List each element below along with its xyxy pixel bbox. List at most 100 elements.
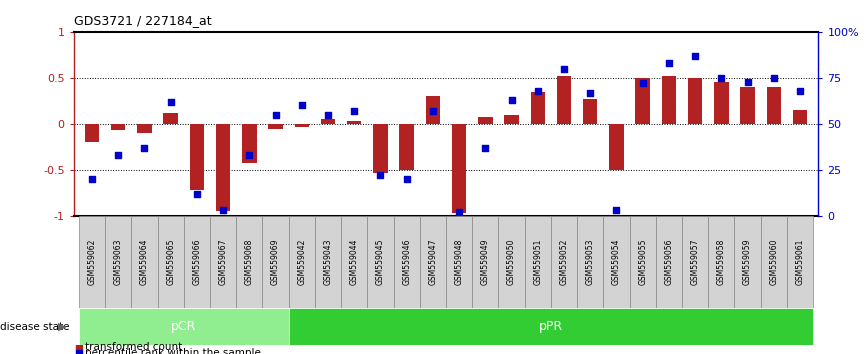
Bar — [656, 216, 682, 308]
Point — [216, 207, 230, 213]
Text: GSM559043: GSM559043 — [324, 239, 333, 285]
Bar — [393, 216, 420, 308]
Point — [347, 108, 361, 114]
Point — [268, 112, 282, 118]
Bar — [111, 124, 126, 130]
Bar — [446, 216, 472, 308]
Bar — [478, 116, 493, 124]
Point — [740, 79, 754, 84]
Bar — [79, 308, 288, 345]
Text: GSM559051: GSM559051 — [533, 239, 542, 285]
Bar — [499, 216, 525, 308]
Point — [714, 75, 728, 81]
Point — [452, 210, 466, 215]
Point — [85, 176, 99, 182]
Text: GSM559059: GSM559059 — [743, 239, 752, 285]
Bar — [210, 216, 236, 308]
Text: GSM559057: GSM559057 — [690, 239, 700, 285]
Text: GSM559058: GSM559058 — [717, 239, 726, 285]
Bar — [420, 216, 446, 308]
Point — [505, 97, 519, 103]
Bar — [577, 216, 604, 308]
Bar — [610, 124, 624, 170]
Text: GSM559068: GSM559068 — [245, 239, 254, 285]
Text: GSM559064: GSM559064 — [140, 239, 149, 285]
Bar — [734, 216, 760, 308]
Bar — [426, 96, 440, 124]
Point — [557, 66, 571, 72]
Bar — [662, 76, 676, 124]
Bar — [184, 216, 210, 308]
Bar — [452, 124, 466, 213]
Text: ▶: ▶ — [58, 321, 67, 332]
Bar — [531, 92, 545, 124]
Bar — [320, 119, 335, 124]
Bar — [216, 124, 230, 211]
Bar — [766, 87, 781, 124]
Point — [400, 176, 414, 182]
Point — [138, 145, 152, 151]
Bar — [472, 216, 499, 308]
Bar — [740, 87, 755, 124]
Bar — [557, 76, 572, 124]
Point — [478, 145, 492, 151]
Bar — [583, 99, 598, 124]
Point — [531, 88, 545, 93]
Bar — [373, 124, 388, 173]
Bar — [85, 124, 100, 142]
Bar — [315, 216, 341, 308]
Bar — [268, 124, 282, 130]
Text: percentile rank within the sample: percentile rank within the sample — [85, 348, 261, 354]
Text: GSM559065: GSM559065 — [166, 239, 175, 285]
Bar — [132, 216, 158, 308]
Bar — [294, 124, 309, 127]
Bar — [341, 216, 367, 308]
Bar — [242, 124, 256, 162]
Text: GSM559062: GSM559062 — [87, 239, 96, 285]
Bar — [399, 124, 414, 170]
Bar — [714, 82, 728, 124]
Point — [662, 60, 675, 66]
Bar — [604, 216, 630, 308]
Bar — [551, 216, 577, 308]
Bar — [760, 216, 787, 308]
Text: GSM559055: GSM559055 — [638, 239, 647, 285]
Bar — [164, 113, 178, 124]
Text: GSM559054: GSM559054 — [612, 239, 621, 285]
Text: pCR: pCR — [171, 320, 197, 333]
Point — [190, 191, 204, 197]
Text: GSM559069: GSM559069 — [271, 239, 280, 285]
Bar — [525, 216, 551, 308]
Bar — [688, 78, 702, 124]
Bar — [137, 124, 152, 133]
Bar — [288, 216, 315, 308]
Text: GSM559044: GSM559044 — [350, 239, 359, 285]
Bar — [367, 216, 393, 308]
Point — [767, 75, 781, 81]
Text: pPR: pPR — [539, 320, 563, 333]
Text: GSM559049: GSM559049 — [481, 239, 490, 285]
Bar — [236, 216, 262, 308]
Point — [164, 99, 178, 105]
Bar — [792, 110, 807, 124]
Point — [111, 152, 125, 158]
Point — [294, 103, 308, 108]
Text: GSM559048: GSM559048 — [455, 239, 463, 285]
Text: GSM559060: GSM559060 — [769, 239, 779, 285]
Bar — [158, 216, 184, 308]
Text: GSM559056: GSM559056 — [664, 239, 674, 285]
Text: GSM559052: GSM559052 — [559, 239, 568, 285]
Point — [321, 112, 335, 118]
Bar — [504, 115, 519, 124]
Bar — [105, 216, 132, 308]
Text: GSM559066: GSM559066 — [192, 239, 202, 285]
Bar — [636, 78, 650, 124]
Point — [610, 207, 624, 213]
Text: GSM559050: GSM559050 — [507, 239, 516, 285]
Bar — [347, 121, 361, 124]
Bar — [262, 216, 288, 308]
Text: disease state: disease state — [0, 321, 69, 332]
Text: GSM559053: GSM559053 — [585, 239, 595, 285]
Bar — [708, 216, 734, 308]
Point — [373, 173, 387, 178]
